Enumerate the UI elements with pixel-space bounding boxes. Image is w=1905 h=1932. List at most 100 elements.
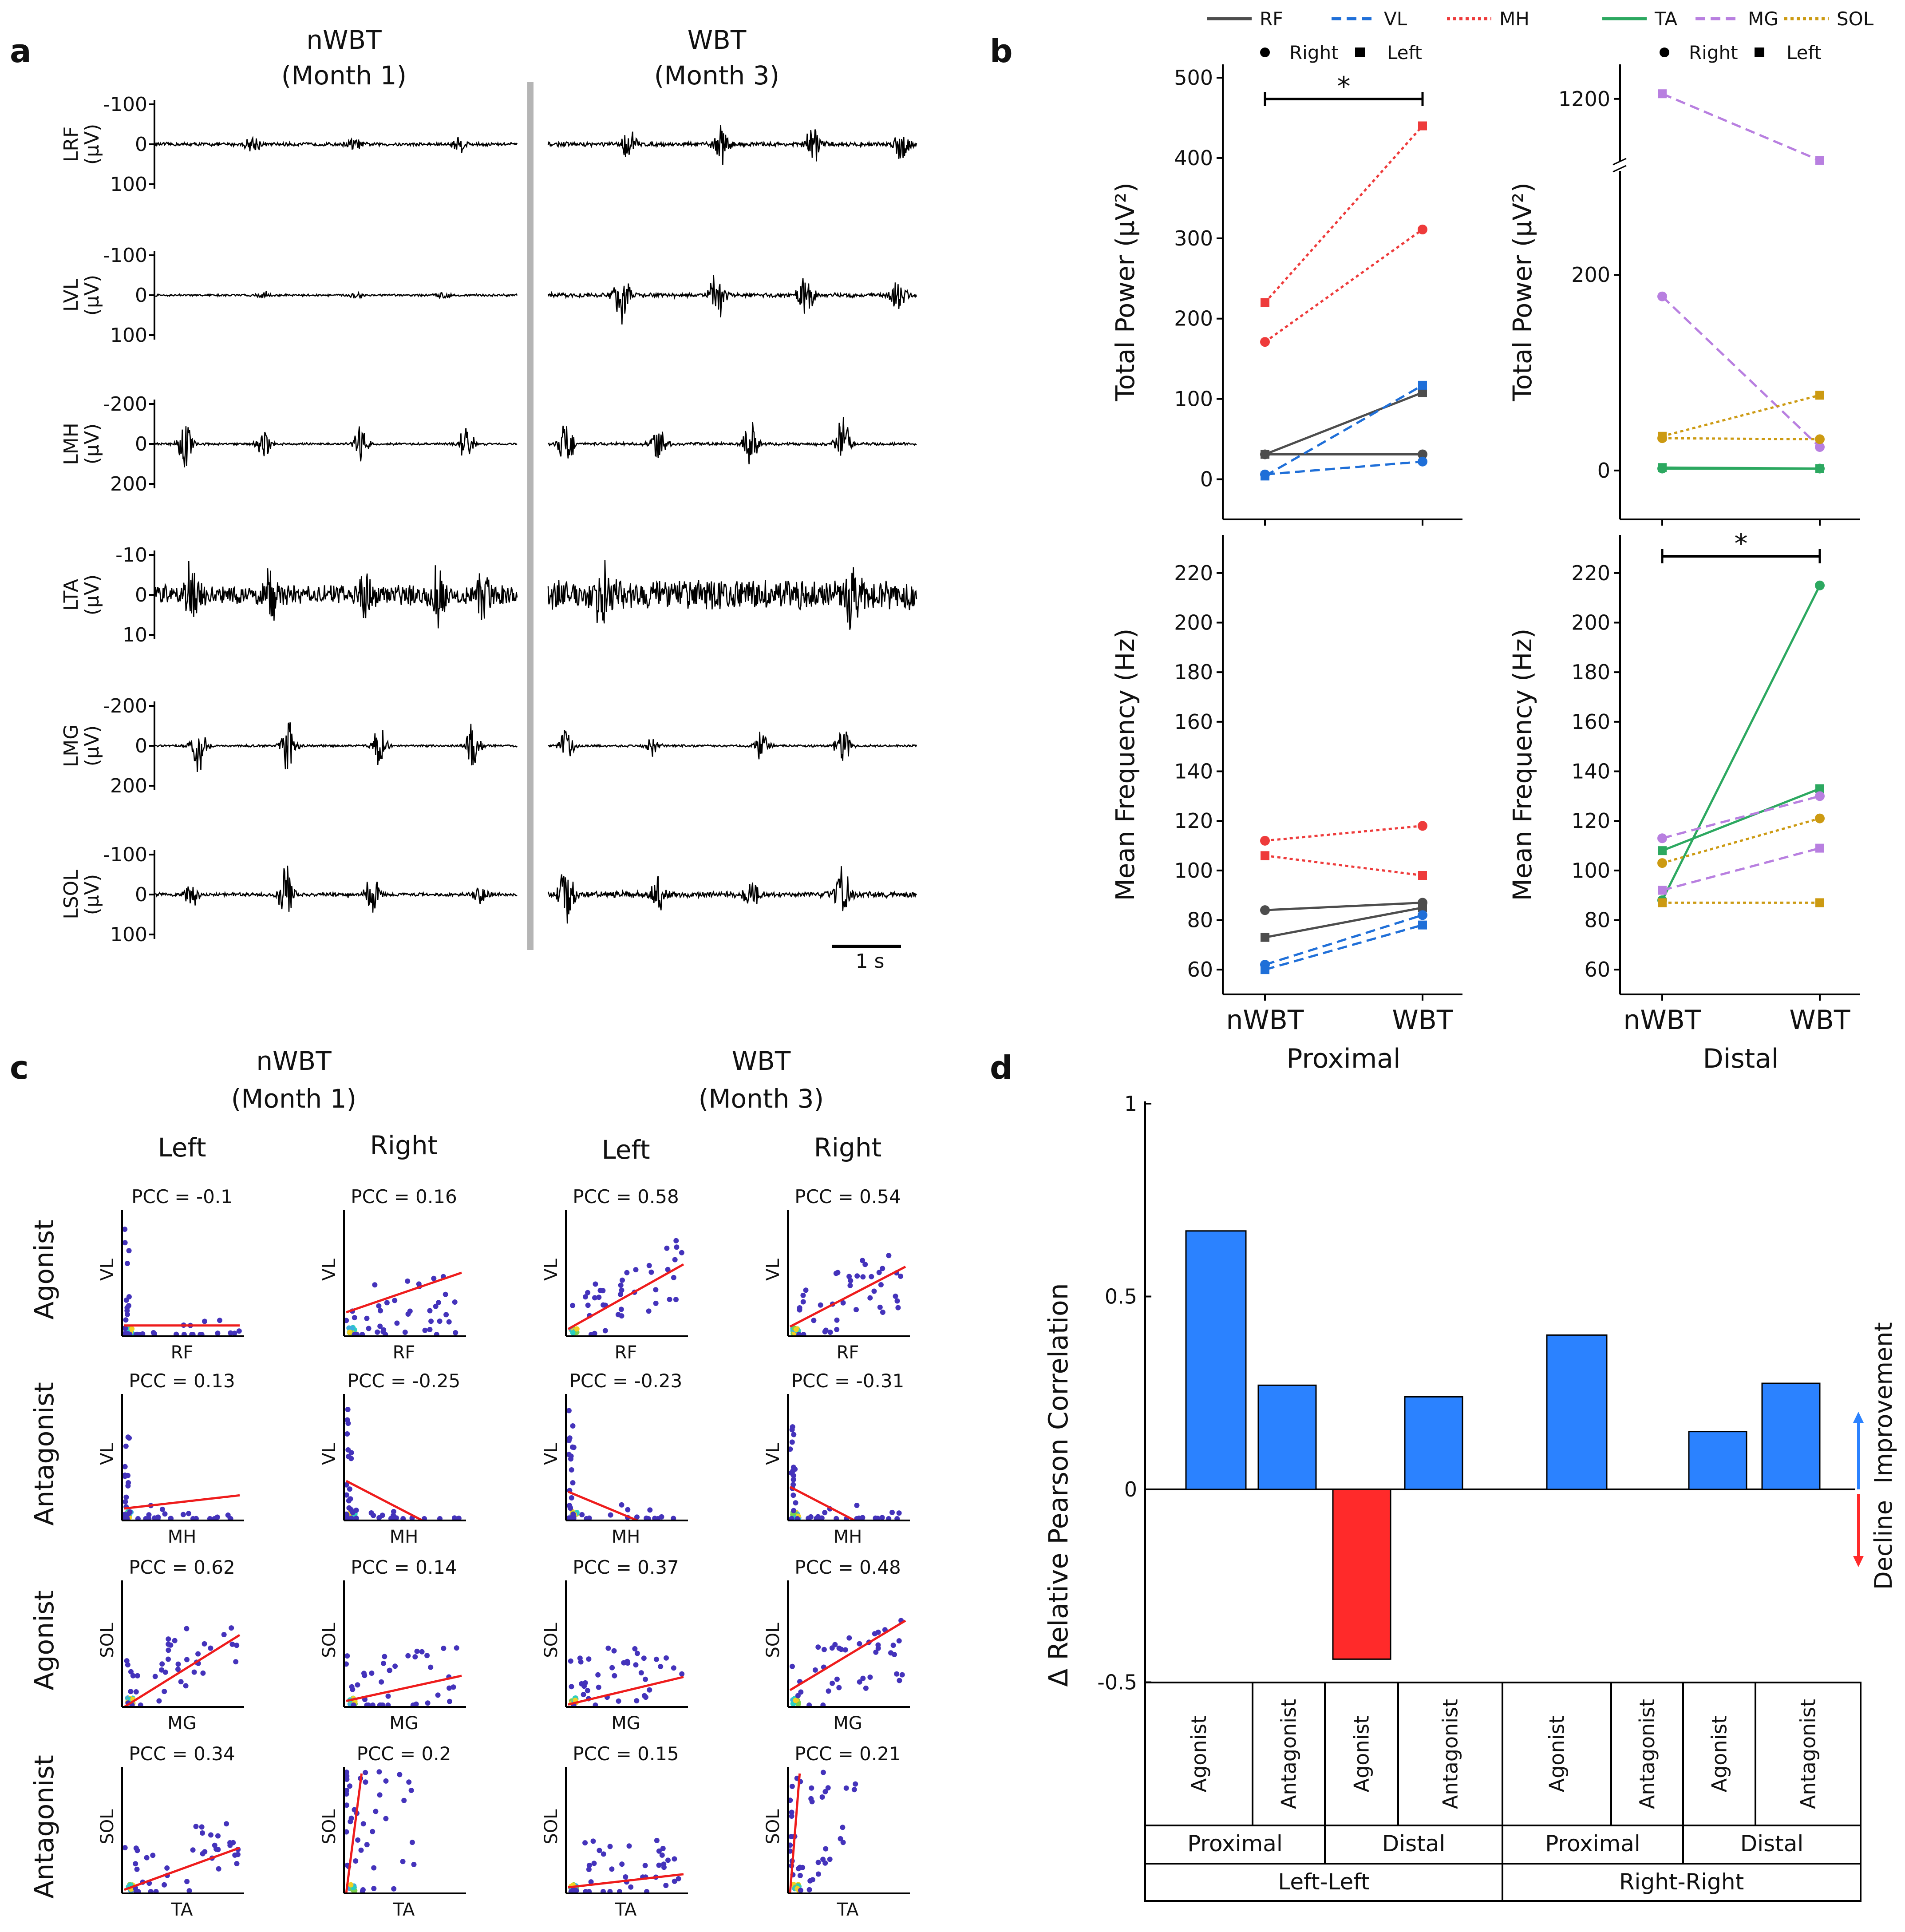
scatter-point bbox=[601, 1851, 606, 1857]
scatter-y-label: SOL bbox=[541, 1809, 561, 1845]
scatter-point bbox=[190, 1847, 196, 1853]
scatter-point bbox=[673, 1238, 679, 1243]
scatter-x-label: MG bbox=[833, 1713, 862, 1734]
scatter-point bbox=[876, 1270, 882, 1275]
y-tick-label: 60 bbox=[1187, 958, 1213, 982]
scatter-point bbox=[236, 1328, 242, 1334]
series-line-mh-right bbox=[1265, 824, 1423, 842]
scatter-point bbox=[195, 1651, 201, 1657]
scatter-point bbox=[200, 1851, 206, 1857]
scatter-point bbox=[894, 1298, 900, 1304]
plot-power-distal: 0 200 1200 Total Power (µV²) bbox=[1507, 64, 1860, 526]
scatter-point bbox=[818, 1302, 823, 1308]
scatter-point bbox=[186, 1888, 192, 1894]
scatter-point bbox=[600, 1288, 606, 1294]
emg-trace-nwbt bbox=[155, 290, 518, 300]
scatter-point bbox=[592, 1295, 597, 1301]
pcc-label: PCC = -0.23 bbox=[569, 1370, 683, 1392]
scatter-point bbox=[820, 1857, 826, 1862]
scatter-point bbox=[221, 1632, 227, 1638]
scatter-point bbox=[625, 1507, 631, 1512]
scatter-point bbox=[898, 1273, 904, 1279]
bar-chart: -0.5 0 0.5 1 Agonist Antagonist Agonist Antagon… bbox=[1097, 1092, 1862, 1902]
scatter-point bbox=[579, 1512, 585, 1517]
b-xcat-dist-wbt: WBT bbox=[1789, 1005, 1850, 1036]
axis-break-gap bbox=[1615, 161, 1626, 171]
scatter-x-label: RF bbox=[171, 1342, 194, 1363]
scatter-point bbox=[202, 1318, 207, 1324]
y-tick-label: 500 bbox=[1174, 66, 1213, 90]
scatter-y-label: SOL bbox=[319, 1809, 340, 1845]
point-left bbox=[1418, 380, 1427, 390]
point-right bbox=[1418, 456, 1427, 467]
scatter-point bbox=[454, 1645, 459, 1651]
y-tick-label: 0 bbox=[135, 133, 147, 156]
y-tick-label: 200 bbox=[1174, 307, 1213, 331]
panel-b-plots: 0 100 200 300 400 500 Total Power (µV²) * 0 200 12… bbox=[1110, 64, 1860, 1001]
scatter-point bbox=[124, 1658, 130, 1664]
scatter-cell: PCC = 0.21 TA SOL bbox=[763, 1743, 910, 1920]
point-left bbox=[1815, 391, 1824, 400]
scatter-point bbox=[619, 1313, 624, 1319]
scatter-point bbox=[344, 1515, 350, 1520]
emg-trace-nwbt bbox=[154, 426, 518, 467]
scatter-cell: PCC = 0.13 MH VL bbox=[97, 1370, 244, 1547]
b-xcat-dist-nwbt: nWBT bbox=[1623, 1005, 1701, 1036]
regression-line bbox=[124, 1494, 240, 1510]
scatter-point bbox=[369, 1671, 375, 1676]
y-tick-label: -100 bbox=[103, 843, 147, 866]
scatter-point bbox=[345, 1421, 351, 1426]
scatter-point bbox=[608, 1512, 613, 1518]
scatter-point bbox=[150, 1853, 156, 1858]
y-tick-label: 0.5 bbox=[1105, 1285, 1137, 1309]
scatter-point bbox=[787, 1446, 793, 1452]
scatter-x-label: TA bbox=[393, 1900, 415, 1920]
scatter-point bbox=[208, 1832, 213, 1838]
scatter-point bbox=[344, 1777, 350, 1782]
point-right bbox=[1260, 905, 1270, 915]
scatter-y-label: SOL bbox=[319, 1623, 340, 1658]
scatter-point-dense bbox=[347, 1330, 352, 1335]
b-xcat-prox-nwbt: nWBT bbox=[1226, 1005, 1304, 1036]
scatter-point bbox=[437, 1318, 443, 1324]
scatter-point bbox=[123, 1499, 128, 1504]
legend-marker-left bbox=[1355, 48, 1365, 57]
y-tick-label: -0.5 bbox=[1097, 1671, 1137, 1694]
bar-5 bbox=[1546, 1334, 1608, 1490]
emg-trace-wbt bbox=[547, 275, 917, 325]
regression-line bbox=[568, 1873, 684, 1888]
scatter-point bbox=[820, 1770, 826, 1775]
scatter-point bbox=[830, 1680, 835, 1686]
scatter-point bbox=[671, 1275, 676, 1280]
series-line-sol-right bbox=[1662, 817, 1820, 864]
scatter-x-label: MH bbox=[612, 1527, 640, 1547]
scatter-point bbox=[872, 1631, 877, 1637]
scatter-point bbox=[588, 1879, 594, 1885]
bar-3 bbox=[1332, 1489, 1391, 1660]
panel-a-cond-left-line2: (Month 1) bbox=[281, 60, 407, 91]
scatter-point bbox=[186, 1511, 191, 1516]
scatter-x-label: RF bbox=[393, 1342, 415, 1363]
panel-d-label: d bbox=[990, 1049, 1013, 1086]
scatter-point bbox=[425, 1700, 431, 1706]
scatter-point bbox=[414, 1648, 420, 1654]
table-col-label: Antagonist bbox=[1635, 1699, 1659, 1809]
scatter-point bbox=[124, 1305, 130, 1310]
scatter-point bbox=[452, 1515, 457, 1521]
pcc-label: PCC = 0.37 bbox=[573, 1556, 679, 1578]
scatter-point bbox=[402, 1330, 408, 1335]
scatter-point bbox=[126, 1248, 132, 1254]
y-tick-label: 180 bbox=[1174, 660, 1213, 684]
scatter-point bbox=[634, 1514, 640, 1520]
scatter-point bbox=[803, 1287, 809, 1293]
significance-star: * bbox=[1337, 71, 1351, 102]
y-tick-label: 100 bbox=[110, 324, 147, 347]
point-left bbox=[1658, 898, 1667, 907]
regression-line bbox=[345, 1480, 423, 1522]
point-left bbox=[1261, 933, 1269, 942]
scatter-x-label: MH bbox=[168, 1527, 197, 1547]
table-group-label: Distal bbox=[1740, 1831, 1804, 1857]
scatter-point bbox=[583, 1294, 588, 1300]
scatter-point bbox=[605, 1645, 611, 1651]
scatter-point bbox=[364, 1315, 370, 1321]
